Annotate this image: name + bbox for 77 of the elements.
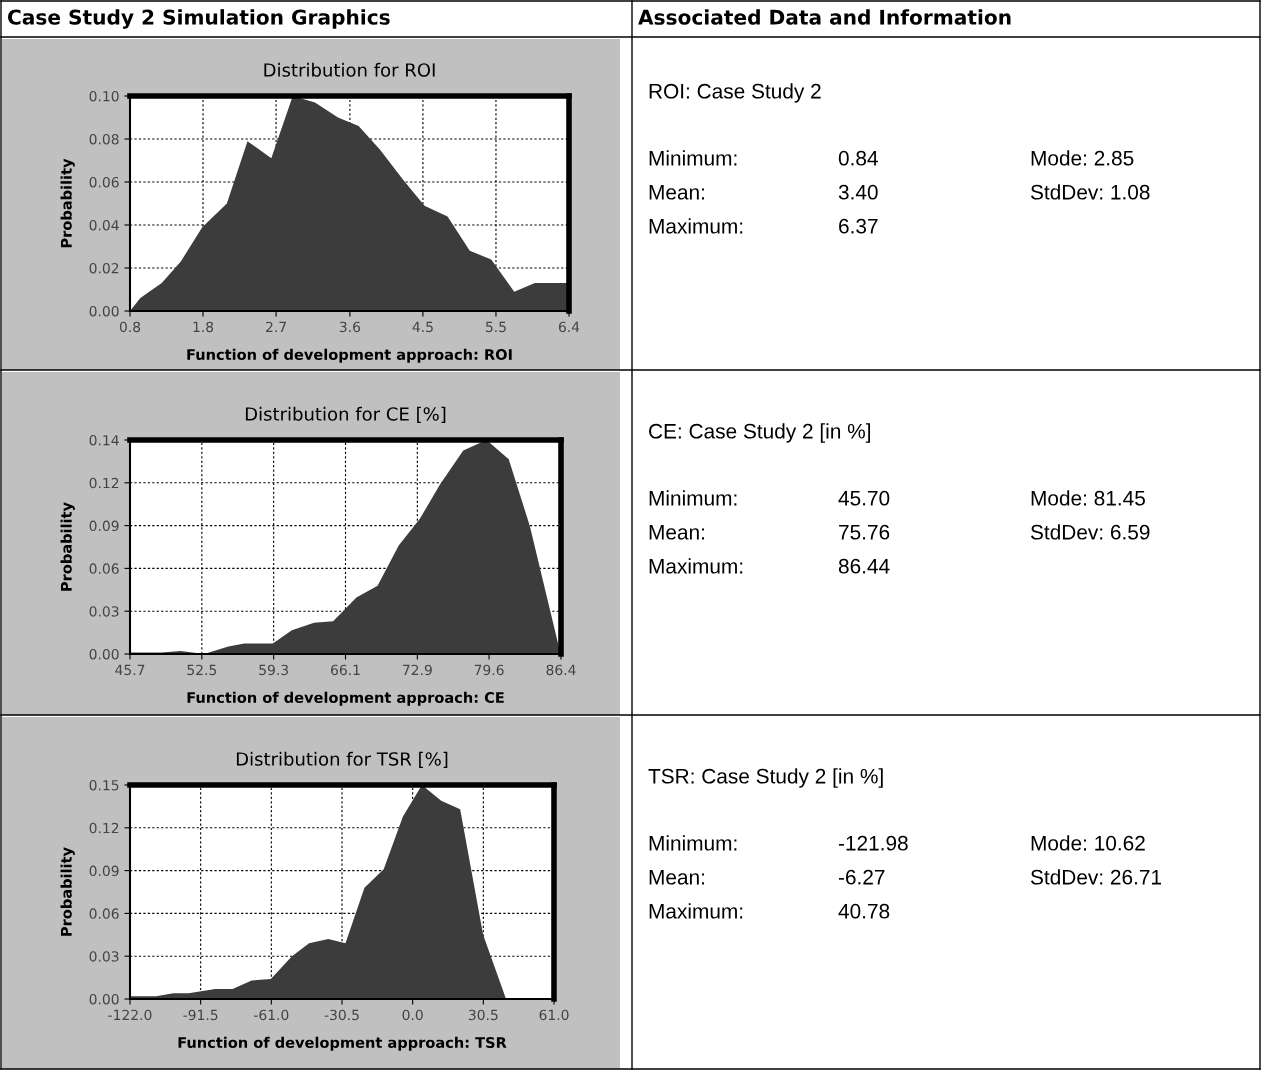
x-tick-label: -91.5	[183, 1009, 218, 1021]
text: Mean:	[649, 870, 704, 885]
text: TSR: Case Study 2 [in %]	[648, 768, 883, 788]
y-tick-label: 0.10	[89, 90, 119, 102]
x-tick-label: 45.7	[115, 664, 145, 676]
x-tick-label: -122.0	[108, 1009, 152, 1021]
y-tick-label: 0.03	[89, 606, 119, 617]
y-tick-label: 0.06	[89, 908, 119, 919]
text: 75.76	[839, 524, 890, 540]
chart-title: Distribution for TSR [%]	[236, 751, 448, 768]
y-axis-title: Probability	[60, 158, 75, 248]
y-tick-label: 0.00	[89, 305, 119, 317]
x-tick-label: 4.5	[412, 321, 433, 333]
text: -121.98	[838, 835, 908, 851]
text: Mode: 2.85	[1031, 150, 1134, 166]
text: Mean:	[649, 185, 704, 200]
text: 45.70	[838, 490, 890, 506]
text: 86.44	[838, 558, 890, 574]
y-tick-label: 0.09	[89, 520, 119, 532]
text: StdDev: 26.71	[1030, 869, 1162, 885]
text: 40.78	[838, 903, 890, 919]
x-tick-label: 30.5	[468, 1009, 498, 1021]
y-tick-label: 0.14	[89, 434, 119, 446]
x-tick-label: 59.3	[259, 664, 289, 676]
text: Maximum:	[649, 903, 743, 919]
text: Maximum:	[649, 558, 743, 574]
text: Minimum:	[649, 150, 737, 166]
text: Maximum:	[649, 218, 743, 234]
y-tick-label: 0.12	[89, 477, 119, 489]
x-tick-label: 6.4	[558, 321, 580, 333]
y-tick-label: 0.08	[89, 133, 119, 145]
text: 0.84	[838, 150, 878, 166]
text: 6.37	[839, 218, 878, 234]
y-tick-label: 0.06	[89, 176, 119, 188]
x-tick-label: 3.6	[339, 321, 361, 333]
text: Mode: 81.45	[1031, 490, 1145, 506]
y-tick-label: 0.02	[89, 262, 119, 274]
y-tick-label: 0.00	[89, 993, 119, 1005]
x-axis-title: Function of development approach: TSR	[178, 1036, 507, 1051]
x-tick-label: 2.7	[266, 321, 286, 332]
x-tick-label: 52.5	[187, 664, 217, 676]
x-tick-label: 1.8	[193, 321, 214, 333]
text: Case Study 2 Simulation Graphics	[8, 9, 390, 29]
text: Associated Data and Information	[638, 9, 1011, 25]
y-tick-label: 0.04	[89, 219, 119, 231]
chart-title: Distribution for CE [%]	[245, 406, 446, 423]
y-tick-label: 0.06	[89, 563, 119, 574]
y-tick-label: 0.12	[89, 822, 119, 834]
text: CE: Case Study 2 [in %]	[649, 423, 870, 443]
x-tick-label: -30.5	[324, 1009, 359, 1021]
text: Minimum:	[649, 490, 737, 506]
x-tick-label: 72.9	[403, 664, 432, 676]
text: Mean:	[649, 525, 704, 540]
x-tick-label: 5.5	[485, 321, 506, 333]
y-axis-title: Probability	[60, 847, 75, 936]
y-tick-label: 0.15	[89, 779, 119, 791]
y-tick-label: 0.09	[89, 865, 119, 877]
x-tick-label: 0.0	[402, 1009, 423, 1021]
text: StdDev: 6.59	[1030, 524, 1150, 540]
x-tick-label: 86.4	[546, 664, 576, 676]
text: Minimum:	[649, 835, 737, 851]
x-tick-label: 0.8	[119, 321, 141, 333]
chart-title: Distribution for ROI	[264, 62, 435, 77]
text: -6.27	[838, 869, 885, 885]
text: 3.40	[838, 184, 878, 200]
x-tick-label: 66.1	[331, 664, 360, 676]
y-axis-title: Probability	[60, 502, 75, 591]
x-axis-title: Function of development approach: CE	[187, 691, 504, 706]
x-tick-label: 61.0	[539, 1009, 569, 1021]
text: ROI: Case Study 2	[649, 83, 821, 103]
text: Mode: 10.62	[1031, 835, 1145, 851]
y-tick-label: 0.03	[89, 951, 119, 962]
x-tick-label: 79.6	[474, 664, 504, 676]
text: StdDev: 1.08	[1030, 184, 1150, 200]
x-axis-title: Function of development approach: ROI	[187, 348, 512, 363]
x-tick-label: -61.0	[254, 1009, 289, 1021]
y-tick-label: 0.00	[89, 648, 119, 660]
